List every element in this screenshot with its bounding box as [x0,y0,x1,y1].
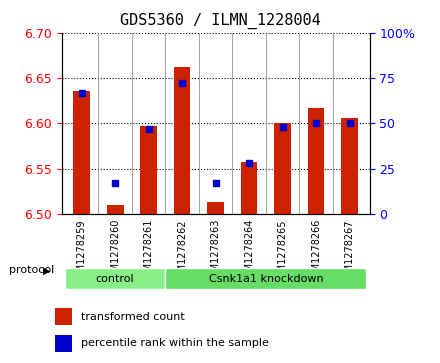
Bar [55,335,72,352]
Text: percentile rank within the sample: percentile rank within the sample [81,338,269,348]
Bar [55,308,72,325]
Bar [140,126,157,214]
Text: Csnk1a1 knockdown: Csnk1a1 knockdown [209,274,323,284]
Text: GDS5360 / ILMN_1228004: GDS5360 / ILMN_1228004 [120,13,320,29]
Bar [308,108,324,214]
Text: ▶: ▶ [43,265,50,276]
Bar [341,118,358,214]
Text: transformed count: transformed count [81,312,185,322]
Bar [73,91,90,214]
Bar [241,162,257,214]
Text: protocol: protocol [9,265,54,276]
Bar [165,268,366,289]
Bar [274,123,291,214]
Text: control: control [96,274,135,284]
Bar [107,205,124,214]
Bar [207,203,224,214]
Bar [174,67,191,214]
Bar [65,268,165,289]
